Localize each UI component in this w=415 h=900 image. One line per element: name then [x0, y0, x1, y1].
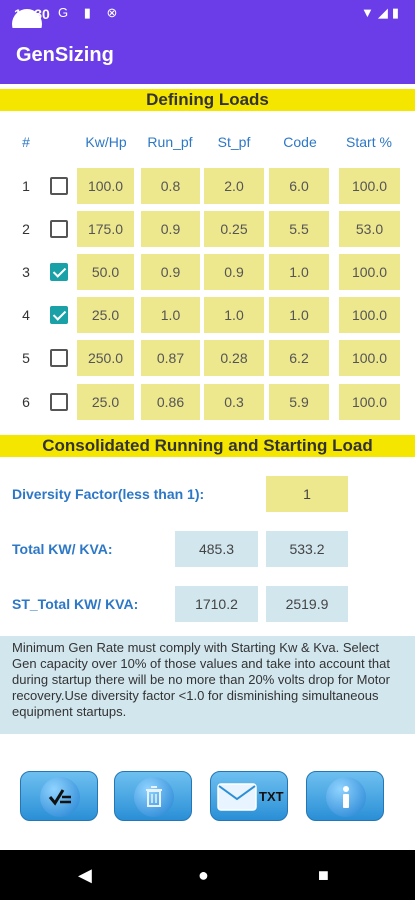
header-start-pct: Start %: [346, 134, 392, 150]
email-txt-button[interactable]: TXT: [210, 771, 288, 821]
row-number: 1: [22, 178, 30, 194]
total-kw-value: 485.3: [175, 531, 258, 567]
section-consolidated: Consolidated Running and Starting Load: [0, 435, 415, 457]
info-button[interactable]: [306, 771, 384, 821]
st-pf-input[interactable]: 0.28: [204, 340, 264, 376]
calculate-button[interactable]: [20, 771, 98, 821]
st-pf-input[interactable]: 0.3: [204, 384, 264, 420]
header-number: #: [22, 134, 30, 150]
start-pct-input[interactable]: 100.0: [339, 297, 400, 333]
txt-label: TXT: [259, 789, 284, 804]
system-status-icons: ▼◢▮: [360, 5, 403, 20]
envelope-icon: [217, 783, 257, 811]
back-icon[interactable]: ◀: [78, 865, 92, 885]
section-title: Consolidated Running and Starting Load: [42, 436, 373, 455]
app-title: GenSizing: [16, 44, 114, 66]
run-pf-input[interactable]: 0.86: [141, 384, 200, 420]
st-total-kva-value: 2519.9: [266, 586, 348, 622]
status-bar: 10:30 G ▮ ⊗ ▼◢▮: [0, 0, 415, 28]
section-defining-loads: Defining Loads: [0, 89, 415, 111]
code-input[interactable]: 6.2: [269, 340, 329, 376]
st-pf-input[interactable]: 2.0: [204, 168, 264, 204]
clear-button[interactable]: [114, 771, 192, 821]
code-input[interactable]: 5.5: [269, 211, 329, 247]
run-pf-input[interactable]: 1.0: [141, 297, 200, 333]
load-checkbox[interactable]: [50, 177, 68, 195]
total-label: Total KW/ KVA:: [12, 541, 113, 557]
st-pf-input[interactable]: 1.0: [204, 297, 264, 333]
start-pct-input[interactable]: 100.0: [339, 340, 400, 376]
row-number: 6: [22, 394, 30, 410]
home-icon[interactable]: ●: [198, 865, 209, 885]
run-pf-input[interactable]: 0.8: [141, 168, 200, 204]
section-title: Defining Loads: [146, 90, 269, 109]
kw-input[interactable]: 25.0: [77, 384, 134, 420]
start-pct-input[interactable]: 100.0: [339, 254, 400, 290]
header-st-pf: St_pf: [217, 134, 251, 150]
total-kva-value: 533.2: [266, 531, 348, 567]
load-checkbox[interactable]: [50, 306, 68, 324]
st-pf-input[interactable]: 0.9: [204, 254, 264, 290]
app-bar: GenSizing: [0, 28, 415, 84]
run-pf-input[interactable]: 0.87: [141, 340, 200, 376]
load-checkbox[interactable]: [50, 393, 68, 411]
code-input[interactable]: 5.9: [269, 384, 329, 420]
kw-input[interactable]: 175.0: [77, 211, 134, 247]
code-input[interactable]: 1.0: [269, 297, 329, 333]
diversity-input[interactable]: 1: [266, 476, 348, 512]
row-number: 2: [22, 221, 30, 237]
run-pf-input[interactable]: 0.9: [141, 211, 200, 247]
kw-input[interactable]: 50.0: [77, 254, 134, 290]
load-checkbox[interactable]: [50, 349, 68, 367]
row-number: 4: [22, 307, 30, 323]
start-pct-input[interactable]: 53.0: [339, 211, 400, 247]
recents-icon[interactable]: ■: [318, 865, 329, 885]
code-input[interactable]: 6.0: [269, 168, 329, 204]
kw-input[interactable]: 100.0: [77, 168, 134, 204]
kw-input[interactable]: 25.0: [77, 297, 134, 333]
st-total-label: ST_Total KW/ KVA:: [12, 596, 139, 612]
start-pct-input[interactable]: 100.0: [339, 168, 400, 204]
row-number: 3: [22, 264, 30, 280]
info-note: Minimum Gen Rate must comply with Starti…: [0, 636, 415, 734]
start-pct-input[interactable]: 100.0: [339, 384, 400, 420]
load-checkbox[interactable]: [50, 220, 68, 238]
run-pf-input[interactable]: 0.9: [141, 254, 200, 290]
st-total-kw-value: 1710.2: [175, 586, 258, 622]
load-checkbox[interactable]: [50, 263, 68, 281]
system-nav-bar: ◀ ● ■: [0, 850, 415, 900]
diversity-label: Diversity Factor(less than 1):: [12, 486, 205, 502]
check-list-icon: [40, 777, 80, 817]
info-icon: [326, 777, 366, 817]
trash-icon: [134, 777, 174, 817]
header-code: Code: [283, 134, 317, 150]
code-input[interactable]: 1.0: [269, 254, 329, 290]
notification-icons: G ▮ ⊗: [58, 5, 124, 20]
header-run-pf: Run_pf: [147, 134, 193, 150]
st-pf-input[interactable]: 0.25: [204, 211, 264, 247]
header-kwhp: Kw/Hp: [85, 134, 127, 150]
kw-input[interactable]: 250.0: [77, 340, 134, 376]
row-number: 5: [22, 350, 30, 366]
